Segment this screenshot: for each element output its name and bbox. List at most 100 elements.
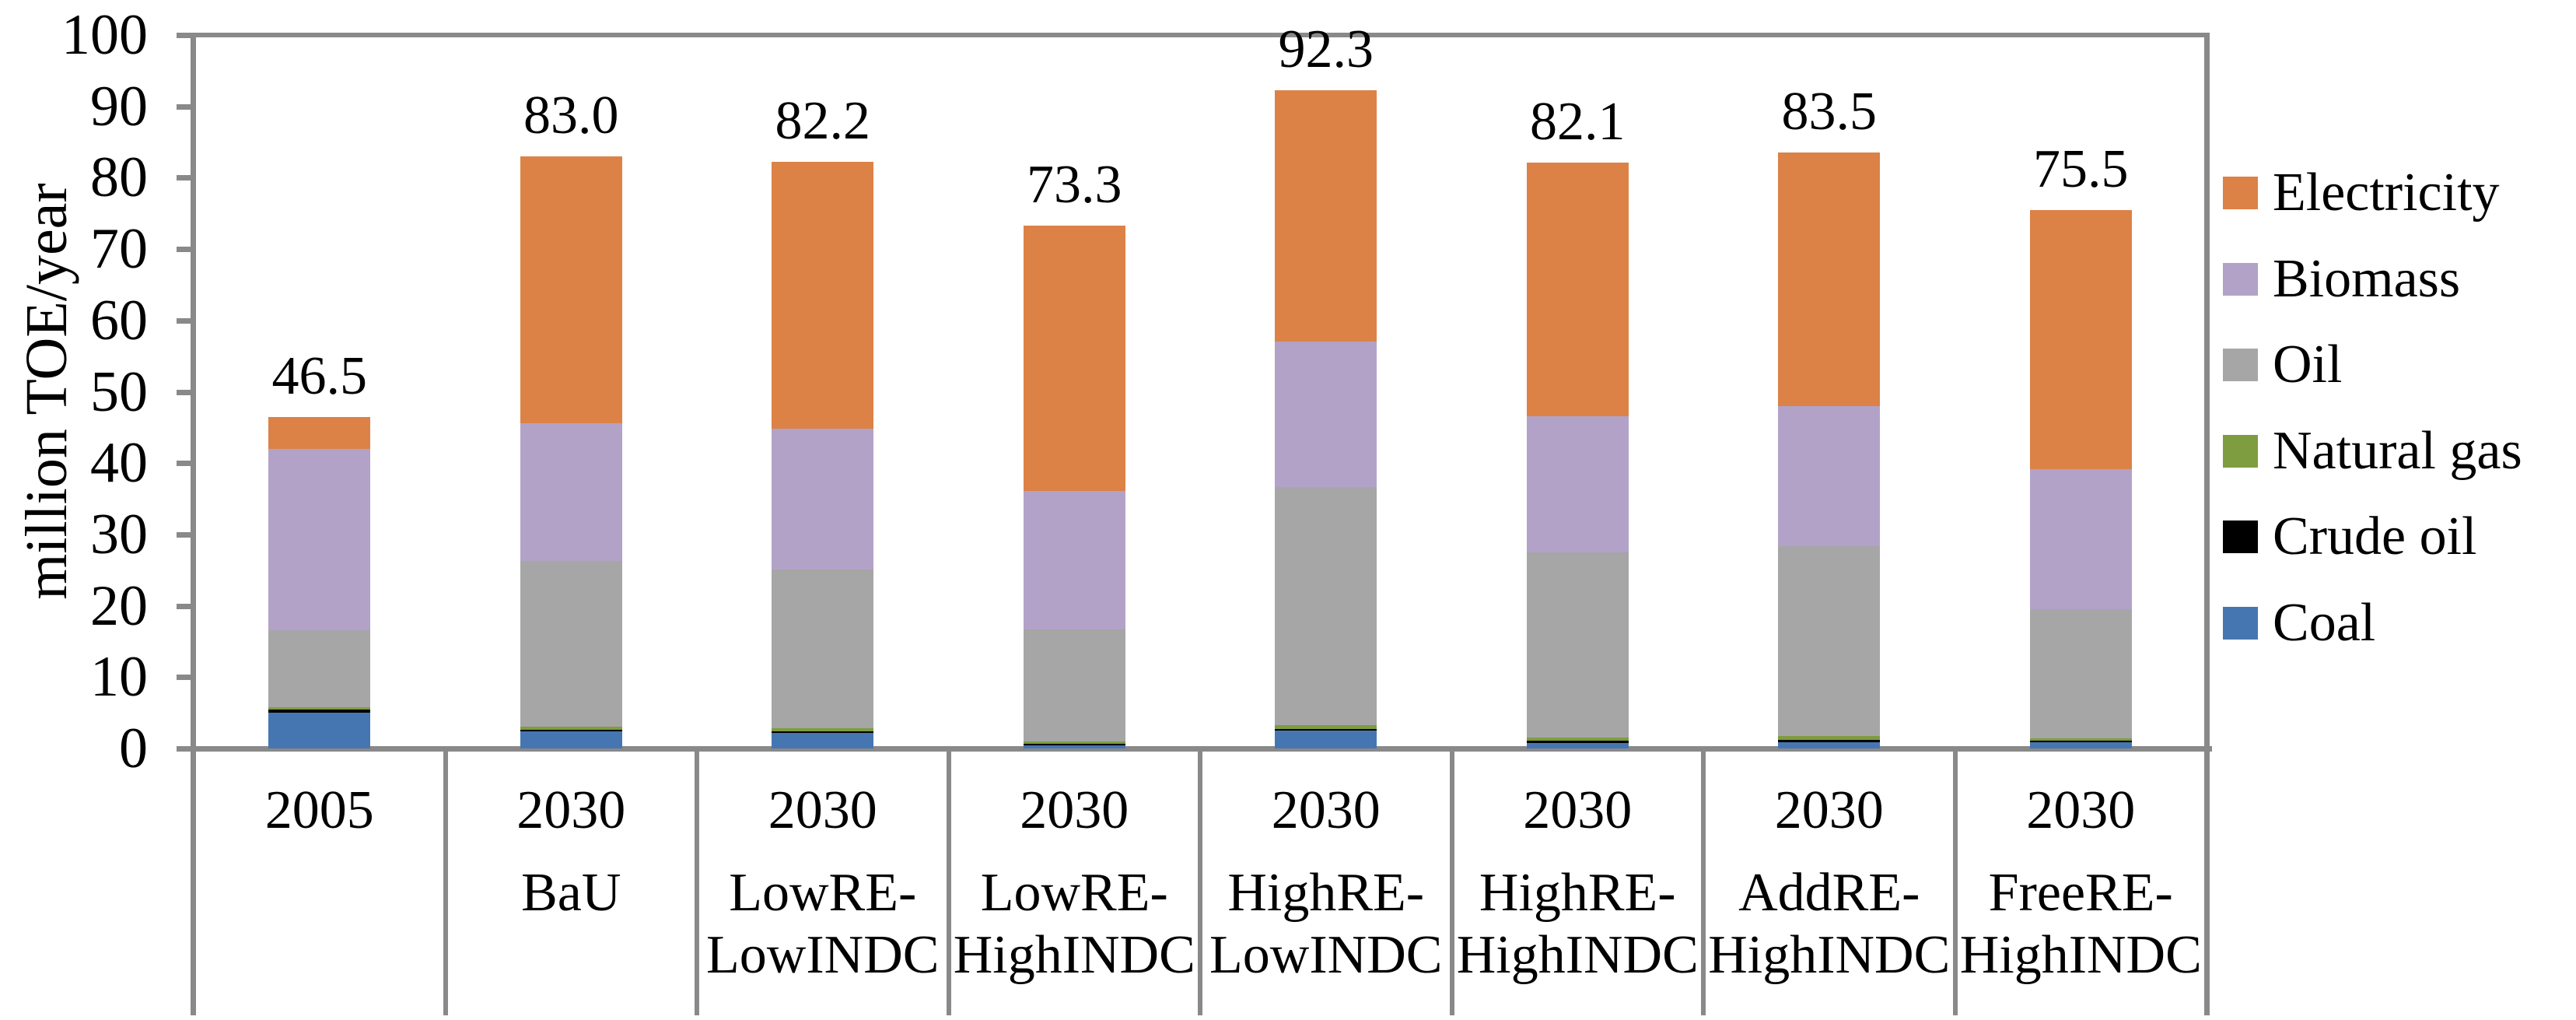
category-divider (1701, 748, 1706, 1015)
bar-segment-oil (1275, 487, 1377, 725)
x-axis-line (177, 746, 2212, 752)
legend-swatch (2223, 349, 2258, 381)
legend-item-crude-oil: Crude oil (2223, 504, 2565, 570)
category-divider (1198, 748, 1202, 1015)
bar-segment-electricity (2029, 209, 2132, 469)
x-year-label: 2030 (1020, 780, 1129, 840)
legend-label: Coal (2273, 592, 2376, 653)
legend-swatch (2223, 521, 2258, 553)
bar-segment-electricity (1023, 226, 1125, 491)
y-tick-label: 80 (90, 145, 148, 210)
bar-segment-coal (2029, 742, 2132, 748)
legend-label: Crude oil (2273, 506, 2477, 566)
x-year-label: 2030 (2026, 780, 2136, 840)
y-tick (177, 389, 194, 395)
legend-item-natural-gas: Natural gas (2223, 419, 2565, 484)
legend-item-coal: Coal (2223, 591, 2565, 656)
plot-border-right (2204, 33, 2210, 1015)
bar-segment-crude-oil (2029, 741, 2132, 743)
bar-segment-crude-oil (520, 730, 622, 731)
bar-segment-biomass (1526, 415, 1629, 552)
bar-total-label: 82.1 (1530, 92, 1626, 152)
y-tick-label: 40 (90, 431, 148, 496)
bar-segment-natural-gas (268, 707, 371, 710)
y-tick (177, 531, 194, 538)
bar-segment-biomass (268, 448, 371, 630)
category-divider (946, 748, 951, 1015)
bar-segment-electricity (1526, 163, 1629, 416)
bar-segment-biomass (520, 422, 622, 561)
bar-segment-electricity (520, 156, 622, 423)
y-tick-label: 90 (90, 74, 148, 138)
bar-segment-oil (2029, 609, 2132, 738)
bar-segment-coal (1023, 745, 1125, 748)
legend-label: Electricity (2273, 163, 2500, 223)
y-tick (177, 33, 194, 38)
y-tick (177, 175, 194, 181)
x-scenario-label: LowRE- HighINDC (953, 863, 1195, 985)
y-tick (177, 603, 194, 609)
bar-segment-natural-gas (772, 727, 874, 732)
y-tick-label: 50 (90, 359, 148, 424)
y-tick-label: 30 (90, 502, 148, 566)
legend-swatch (2223, 434, 2258, 468)
x-scenario-label: BaU (521, 863, 621, 923)
legend-swatch (2223, 606, 2258, 640)
y-tick-label: 20 (90, 573, 148, 638)
bar-segment-electricity (772, 162, 874, 429)
bar-segment-natural-gas (1778, 736, 1881, 740)
bar-segment-biomass (772, 429, 874, 570)
bar-segment-electricity (1275, 89, 1377, 342)
bar-segment-oil (1526, 552, 1629, 738)
bar-segment-crude-oil (1275, 728, 1377, 731)
x-scenario-label: LowRE- LowINDC (706, 863, 940, 985)
bar-segment-electricity (268, 416, 371, 449)
y-tick-label: 100 (61, 3, 148, 67)
bar-segment-crude-oil (1526, 740, 1629, 743)
x-year-label: 2030 (1271, 780, 1381, 840)
y-tick-label: 10 (90, 645, 148, 710)
y-tick (177, 461, 194, 467)
category-divider (1449, 748, 1454, 1015)
bar-segment-biomass (2029, 468, 2132, 610)
bar-segment-oil (520, 560, 622, 727)
bar-segment-biomass (1778, 405, 1881, 546)
legend-label: Natural gas (2273, 420, 2522, 481)
bar-segment-crude-oil (268, 709, 371, 713)
bar-segment-biomass (1275, 342, 1377, 488)
legend-label: Oil (2273, 335, 2343, 394)
bar-total-label: 83.5 (1781, 82, 1878, 142)
x-scenario-label: AddRE- HighINDC (1708, 863, 1951, 985)
x-year-label: 2030 (1523, 780, 1633, 840)
legend-label: Biomass (2273, 248, 2461, 309)
bar-segment-natural-gas (1526, 737, 1629, 741)
bar-segment-oil (268, 629, 371, 708)
legend-item-biomass: Biomass (2223, 247, 2565, 312)
legend-item-oil: Oil (2223, 332, 2565, 398)
y-axis-line (191, 33, 196, 1015)
bar-segment-natural-gas (1023, 741, 1125, 745)
y-tick-label: 0 (119, 717, 148, 780)
x-year-label: 2030 (516, 780, 626, 840)
x-year-label: 2005 (264, 780, 374, 840)
bar-segment-coal (520, 731, 622, 748)
y-tick-label: 70 (90, 217, 148, 282)
bar-total-label: 82.2 (775, 91, 871, 152)
category-divider (443, 748, 448, 1015)
bar-total-label: 83.0 (523, 85, 619, 145)
legend-swatch (2223, 262, 2258, 296)
legend-item-electricity: Electricity (2223, 160, 2565, 226)
category-divider (1952, 748, 1958, 1015)
bar-total-label: 92.3 (1278, 19, 1374, 79)
bar-segment-electricity (1778, 152, 1881, 406)
x-year-label: 2030 (768, 780, 877, 840)
bar-segment-crude-oil (772, 731, 874, 733)
x-scenario-label: FreeRE- HighINDC (1959, 863, 2202, 985)
bar-segment-natural-gas (2029, 738, 2132, 741)
bar-segment-crude-oil (1023, 744, 1125, 746)
bar-segment-coal (772, 732, 874, 748)
bar-segment-crude-oil (1778, 739, 1881, 742)
plot-border-top (194, 33, 2207, 37)
bar-segment-biomass (1023, 490, 1125, 630)
bar-segment-natural-gas (520, 727, 622, 731)
